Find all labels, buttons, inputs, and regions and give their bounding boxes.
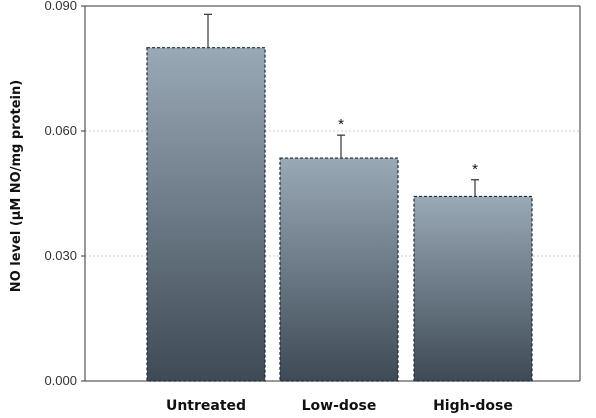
x-tick-label: High-dose (433, 398, 513, 414)
y-axis-title: NO level (μM NO/mg protein) (9, 80, 24, 292)
y-tick-label: 0.090 (44, 0, 77, 13)
y-tick-label: 0.030 (44, 248, 77, 263)
x-tick-labels: Untreated Low-dose High-dose (166, 398, 513, 414)
x-tick-label: Low-dose (302, 398, 377, 414)
significance-markers: ** (338, 116, 478, 178)
significance-marker: * (338, 116, 344, 133)
bar-high-dose (413, 195, 533, 382)
y-tick-labels: 0.000 0.030 0.060 0.090 (44, 0, 85, 388)
bar-untreated (146, 47, 266, 382)
x-tick-label: Untreated (166, 398, 246, 414)
y-tick-label: 0.060 (44, 123, 77, 138)
y-tick-label: 0.000 (44, 373, 77, 388)
significance-marker: * (472, 161, 478, 178)
error-bars (204, 13, 479, 197)
bar-low-dose (279, 157, 399, 382)
bars (146, 47, 533, 382)
